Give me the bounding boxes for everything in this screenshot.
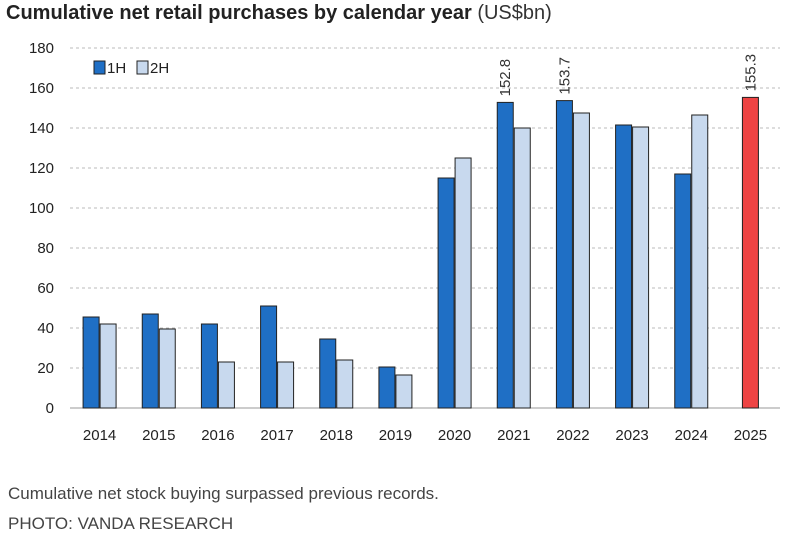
bar-2h-2018 — [336, 359, 354, 409]
x-tick-label: 2018 — [320, 427, 353, 444]
bar-1h-2019 — [378, 366, 396, 409]
bar-2h-2014 — [99, 323, 117, 409]
bar-2h-2015 — [158, 328, 176, 409]
y-tick-label: 100 — [29, 200, 54, 217]
bar-1h-2015 — [141, 313, 159, 409]
x-tick-label: 2014 — [83, 427, 116, 444]
x-tick-label: 2025 — [734, 427, 767, 444]
y-tick-label: 40 — [37, 320, 54, 337]
legend-label-2h: 2H — [150, 60, 169, 77]
bar-2h-2023 — [632, 126, 650, 409]
chart-title-unit: (US$bn) — [477, 2, 552, 24]
y-tick-label: 0 — [46, 400, 54, 417]
bar-1h-2021 — [496, 101, 514, 409]
legend-swatch-2h — [136, 60, 149, 75]
bar-2h-2016 — [217, 361, 235, 409]
y-tick-label: 120 — [29, 160, 54, 177]
x-tick-label: 2023 — [615, 427, 648, 444]
bar-1h-2020 — [437, 177, 455, 409]
bar-2h-2020 — [454, 157, 472, 409]
bar-2h-2021 — [513, 127, 531, 409]
legend-label-1h: 1H — [107, 60, 126, 77]
bar-1h-2018 — [319, 338, 337, 409]
bar-1h-2016 — [200, 323, 218, 409]
y-tick-label: 60 — [37, 280, 54, 297]
legend-swatch-1h — [93, 60, 106, 75]
data-label: 152.8 — [497, 59, 514, 97]
chart-title-main: Cumulative net retail purchases by calen… — [6, 2, 472, 24]
x-tick-label: 2016 — [201, 427, 234, 444]
x-tick-label: 2024 — [675, 427, 708, 444]
bar-1h-2022 — [555, 100, 573, 409]
y-tick-label: 20 — [37, 360, 54, 377]
bar-1h-2017 — [260, 305, 278, 409]
caption: Cumulative net stock buying surpassed pr… — [8, 484, 439, 503]
chart-title: Cumulative net retail purchases by calen… — [6, 2, 552, 25]
bar-1h-2014 — [82, 316, 100, 409]
bar-2h-2017 — [277, 361, 295, 409]
bar-2h-2024 — [691, 114, 709, 409]
x-tick-label: 2017 — [260, 427, 293, 444]
x-tick-label: 2022 — [556, 427, 589, 444]
y-tick-label: 80 — [37, 240, 54, 257]
bar-1h-2024 — [674, 173, 692, 409]
bar-2h-2022 — [572, 112, 590, 409]
x-tick-label: 2015 — [142, 427, 175, 444]
photo-credit: PHOTO: VANDA RESEARCH — [8, 514, 234, 533]
x-tick-label: 2019 — [379, 427, 412, 444]
bar-1h-2023 — [615, 124, 633, 409]
x-tick-label: 2021 — [497, 427, 530, 444]
bar-2h-2019 — [395, 374, 413, 409]
y-tick-label: 140 — [29, 120, 54, 137]
data-label: 153.7 — [556, 57, 573, 95]
y-tick-label: 160 — [29, 80, 54, 97]
bar-chart: 0 20 40 60 80 100 120 140 160 180 2014 2015 2016 2017… — [29, 40, 780, 444]
x-tick-label: 2020 — [438, 427, 471, 444]
y-tick-label: 180 — [29, 40, 54, 57]
bar-1h-2025 — [741, 96, 759, 409]
data-label: 155.3 — [742, 54, 759, 92]
